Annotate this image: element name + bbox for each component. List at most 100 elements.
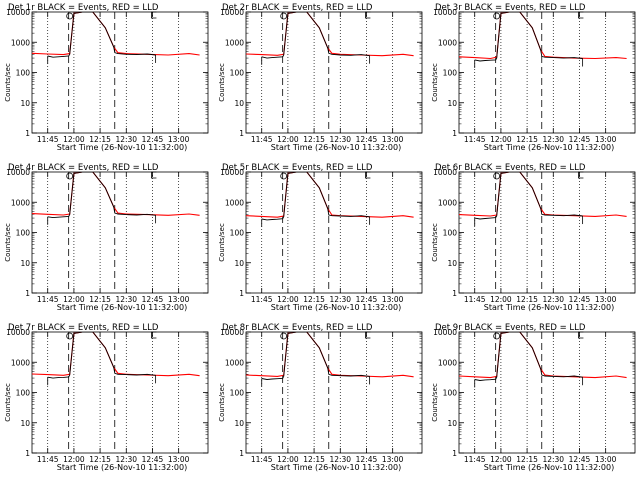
x-tick-label: 11:45 [251,135,273,144]
x-tick-label: 12:00 [63,455,85,464]
y-tick-label: 100 [230,229,245,238]
series-lld-line [459,172,627,217]
x-axis-label: Start Time (26-Nov-10 11:32:00) [484,143,614,152]
x-tick-label: 11:45 [464,455,486,464]
series-events-line [474,332,583,381]
marker-o-symbol [280,172,288,180]
x-tick-label: 13:00 [595,295,617,304]
y-axis-label: Counts/sec [431,63,439,102]
y-tick-label: 10000 [6,328,30,337]
x-tick-label: 12:45 [142,455,164,464]
panel-title: Det 6r BLACK = Events, RED = LLD [435,163,586,173]
y-tick-label: 10000 [433,168,457,177]
y-axis-label: Counts/sec [4,223,12,262]
marker-o-symbol [280,332,288,340]
x-axis-label: Start Time (26-Nov-10 11:32:00) [57,143,187,152]
series-lld-line [246,172,414,218]
x-tick-label: 13:00 [168,135,190,144]
x-tick-label: 13:00 [382,295,404,304]
marker-c-symbol [578,331,584,339]
marker-o-symbol [280,12,288,20]
y-tick-label: 1000 [11,38,30,47]
x-tick-label: 12:15 [516,455,538,464]
panel-det-8: Det 8r BLACK = Events, RED = LLD 1 10 100 10… [218,323,423,472]
x-tick-label: 11:45 [251,455,273,464]
x-tick-label: 11:45 [251,295,273,304]
panel-det-7: Det 7r BLACK = Events, RED = LLD 1 10 100 10… [4,323,209,472]
y-axis-label: Counts/sec [4,383,12,422]
y-tick-label: 1000 [225,198,244,207]
series-lld-line [246,332,414,378]
x-tick-label: 12:45 [569,455,591,464]
y-tick-label: 1000 [11,198,30,207]
y-tick-label: 1 [239,289,244,298]
x-tick-label: 12:15 [89,295,111,304]
y-tick-label: 100 [443,69,458,78]
y-tick-label: 10 [447,259,457,268]
x-tick-label: 12:30 [542,295,564,304]
marker-c-symbol [151,331,157,339]
y-tick-label: 10000 [220,328,244,337]
y-axis-label: Counts/sec [218,63,226,102]
x-tick-label: 12:15 [516,135,538,144]
marker-o-symbol [66,172,74,180]
x-axis-label: Start Time (26-Nov-10 11:32:00) [271,143,401,152]
panel-det-9: Det 9r BLACK = Events, RED = LLD 1 10 100 10… [431,323,636,472]
x-tick-label: 12:45 [142,295,164,304]
x-tick-label: 13:00 [168,295,190,304]
y-tick-label: 1 [452,129,457,138]
series-events-line [261,172,370,221]
series-events-line [47,332,156,379]
y-tick-label: 1 [25,129,30,138]
y-axis-label: Counts/sec [431,383,439,422]
panel-det-5: Det 5r BLACK = Events, RED = LLD 1 10 100 10… [218,163,423,312]
plot-frame [458,171,636,294]
plot-frame [245,171,423,294]
y-tick-label: 1 [452,289,457,298]
x-axis-label: Start Time (26-Nov-10 11:32:00) [271,463,401,472]
series-events-line [47,12,156,58]
x-tick-label: 11:45 [37,455,59,464]
x-tick-label: 12:15 [303,135,325,144]
x-tick-label: 12:00 [63,135,85,144]
x-tick-label: 13:00 [595,455,617,464]
panel-det-3: Det 3r BLACK = Events, RED = LLD 1 10 100 10… [431,3,636,152]
y-tick-label: 10000 [6,8,30,17]
y-tick-label: 1 [239,449,244,458]
x-tick-label: 11:45 [464,135,486,144]
y-tick-label: 100 [443,389,458,398]
marker-o-symbol [66,12,74,20]
marker-o-symbol [493,332,501,340]
marker-c-symbol [578,11,584,19]
x-tick-label: 13:00 [382,135,404,144]
x-tick-label: 12:45 [356,135,378,144]
y-tick-label: 10 [20,259,30,268]
x-axis-label: Start Time (26-Nov-10 11:32:00) [484,303,614,312]
x-tick-label: 12:30 [115,455,137,464]
panel-title: Det 1r BLACK = Events, RED = LLD [8,3,159,13]
panel-title: Det 2r BLACK = Events, RED = LLD [222,3,373,13]
x-tick-label: 12:00 [277,295,299,304]
x-tick-label: 12:45 [569,135,591,144]
x-tick-label: 12:00 [63,295,85,304]
y-tick-label: 100 [16,69,31,78]
y-axis-label: Counts/sec [431,223,439,262]
y-tick-label: 100 [16,389,31,398]
y-axis-label: Counts/sec [4,63,12,102]
x-tick-label: 12:45 [356,455,378,464]
y-tick-label: 10 [447,99,457,108]
x-tick-label: 13:00 [595,135,617,144]
x-tick-label: 11:45 [37,135,59,144]
y-tick-label: 10 [20,419,30,428]
series-lld-line [32,172,200,216]
plot-frame [245,331,423,454]
panel-det-2: Det 2r BLACK = Events, RED = LLD 1 10 100 10… [218,3,423,152]
x-tick-label: 12:45 [142,135,164,144]
y-tick-label: 10 [234,259,244,268]
y-tick-label: 10000 [6,168,30,177]
marker-c-symbol [151,11,157,19]
y-tick-label: 10000 [433,328,457,337]
panel-det-1: Det 1r BLACK = Events, RED = LLD 1 10 100 10… [4,3,209,152]
marker-c-symbol [578,171,584,179]
